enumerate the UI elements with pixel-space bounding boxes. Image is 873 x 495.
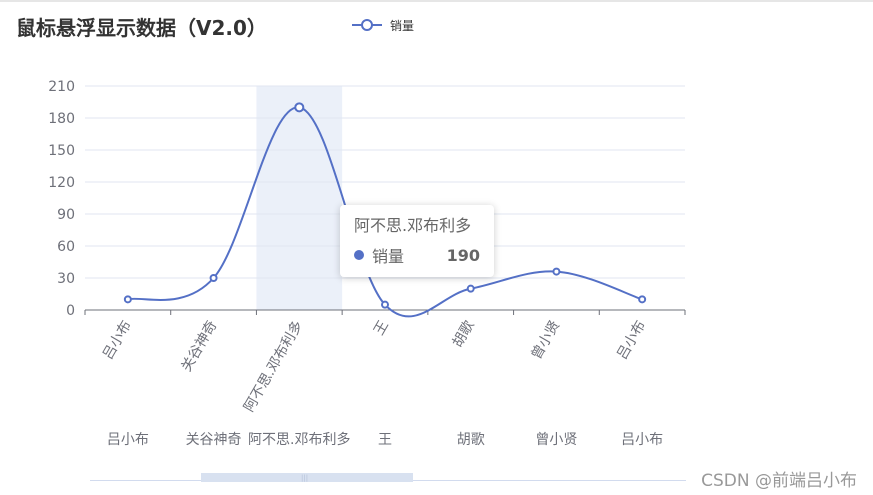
x-tick-label: 胡歌 [450, 318, 478, 350]
x-tick-label: 阿不思.邓布利多 [240, 318, 306, 415]
secondary-x-label: 吕小布 [107, 432, 149, 448]
y-tick-label: 180 [48, 111, 75, 127]
legend-line-circle-icon [352, 19, 382, 31]
tooltip-series-name: 销量 [372, 247, 405, 266]
top-divider [0, 0, 873, 2]
data-point [552, 267, 561, 276]
watermark: CSDN @前端吕小布 [701, 471, 857, 491]
data-point [638, 295, 647, 304]
secondary-x-label: 王 [378, 432, 392, 448]
x-tick-label: 关谷神奇 [178, 318, 221, 375]
legend-item[interactable]: 销量 [352, 14, 414, 36]
data-point [123, 295, 132, 304]
datazoom-handle[interactable]: ||| [201, 473, 413, 482]
y-tick-label: 120 [48, 175, 75, 191]
x-tick-label: 曾小贤 [529, 318, 564, 362]
secondary-x-label: 曾小贤 [535, 432, 577, 448]
y-tick-label: 210 [48, 79, 75, 95]
x-tick-label: 王 [371, 318, 392, 338]
secondary-x-label: 阿不思.邓布利多 [248, 431, 350, 448]
data-point [209, 274, 218, 282]
tooltip-row: 销量 190 [354, 243, 480, 267]
tooltip-value: 190 [446, 245, 480, 265]
secondary-x-label: 关谷神奇 [186, 431, 242, 448]
chart-title: 鼠标悬浮显示数据（V2.0） [16, 16, 267, 40]
y-tick-label: 0 [66, 303, 75, 319]
y-tick-label: 90 [57, 207, 75, 223]
grip-icon: ||| [301, 474, 309, 482]
x-tick-label: 吕小布 [614, 318, 649, 362]
y-tick-label: 150 [48, 143, 75, 159]
tooltip-title: 阿不思.邓布利多 [354, 216, 472, 235]
secondary-x-label: 胡歌 [457, 432, 485, 448]
axis-pointer-shadow [256, 86, 343, 310]
legend-label: 销量 [390, 18, 415, 33]
y-tick-label: 30 [57, 271, 75, 287]
data-point [466, 284, 475, 293]
data-point [381, 300, 389, 309]
data-point [294, 102, 305, 113]
secondary-x-label: 吕小布 [621, 432, 663, 448]
tooltip-series-dot-icon [354, 250, 364, 260]
x-tick-label: 吕小布 [100, 318, 135, 362]
tooltip: 阿不思.邓布利多 销量 190 [340, 205, 494, 277]
y-tick-label: 60 [57, 239, 75, 255]
